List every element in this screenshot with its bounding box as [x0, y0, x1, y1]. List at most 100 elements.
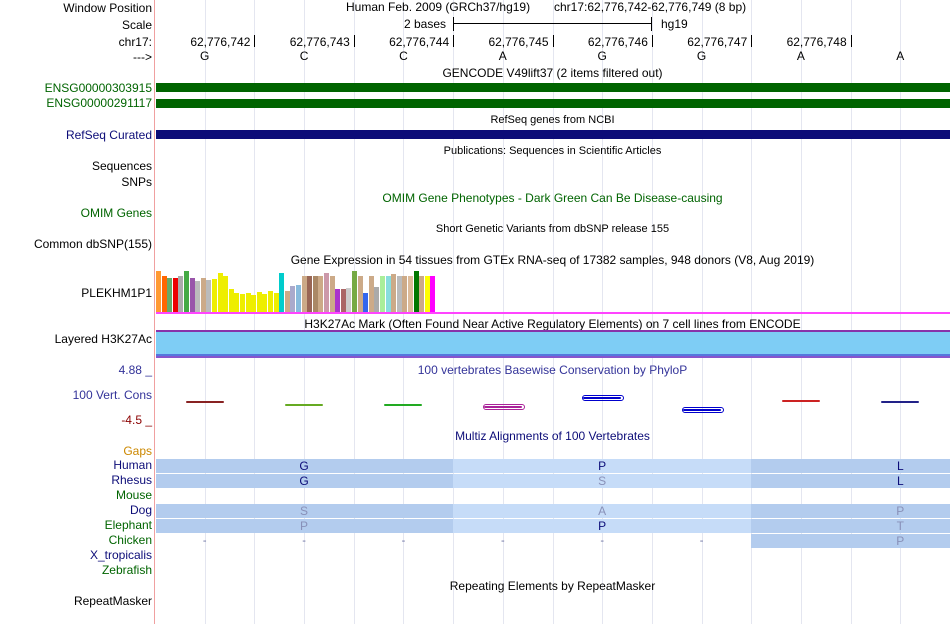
gtex-tissue-bar[interactable] [251, 295, 257, 312]
gtex-tissue-bar[interactable] [352, 271, 357, 312]
gtex-tissue-bar[interactable] [318, 276, 324, 312]
position-readout[interactable]: chr17:62,776,742-62,776,749 (8 bp) [554, 0, 747, 14]
gtex-tissue-bar[interactable] [189, 278, 195, 312]
publications-label[interactable]: Sequences [91, 159, 152, 173]
gtex-tissue-bar[interactable] [329, 276, 335, 312]
gtex-tissue-bar[interactable] [374, 287, 380, 312]
gtex-tissue-bar[interactable] [307, 276, 313, 312]
gtex-tissue-bar[interactable] [279, 273, 285, 312]
gtex-tissue-bar[interactable] [172, 278, 178, 312]
gtex-tissue-bar[interactable] [228, 289, 234, 312]
gtex-gene-label[interactable]: PLEKHM1P1 [81, 286, 152, 300]
gtex-tissue-bar[interactable] [296, 285, 301, 312]
gtex-tissue-bar[interactable] [363, 293, 369, 312]
gtex-tissue-bar[interactable] [430, 276, 436, 312]
gtex-tissue-bar[interactable] [262, 294, 268, 312]
gtex-tissue-bar[interactable] [290, 286, 296, 312]
gtex-tissue-bar[interactable] [346, 288, 352, 312]
species-label[interactable]: Human [113, 458, 152, 472]
species-label[interactable]: Dog [129, 503, 152, 517]
gtex-tissue-bar[interactable] [391, 274, 397, 312]
repeatmasker-label[interactable]: RepeatMasker [73, 594, 152, 608]
gtex-tissue-bar[interactable] [413, 271, 419, 312]
gtex-tissue-bar[interactable] [223, 276, 229, 312]
phylop-score [781, 400, 820, 403]
dbsnp-label[interactable]: Common dbSNP(155) [33, 237, 152, 251]
gtex-tissue-bar[interactable] [245, 293, 251, 312]
gtex-tissue-bar[interactable] [402, 276, 408, 312]
species-label[interactable]: X_tropicalis [89, 548, 152, 562]
species-label[interactable]: Mouse [115, 488, 152, 502]
amino-acid: L [896, 474, 904, 488]
gtex-tissue-bar[interactable] [380, 276, 385, 312]
gencode-item-2-label[interactable]: ENSG00000291117 [46, 96, 152, 110]
phylop-score [881, 401, 920, 404]
gtex-tissue-bar[interactable] [178, 276, 184, 312]
gtex-tissue-bar[interactable] [357, 276, 363, 312]
base-letter: G [200, 49, 210, 63]
gtex-tissue-bar[interactable] [167, 278, 173, 312]
gtex-tissue-bar[interactable] [419, 276, 425, 312]
phylop-label[interactable]: 100 Vert. Cons [72, 388, 152, 402]
refseq-bar[interactable] [156, 130, 950, 139]
gtex-tissue-bar[interactable] [156, 271, 161, 312]
refseq-label[interactable]: RefSeq Curated [65, 128, 152, 142]
phylop-score [682, 409, 721, 412]
gtex-tissue-bar[interactable] [240, 294, 245, 312]
gtex-bar-chart[interactable] [156, 270, 556, 312]
gtex-tissue-bar[interactable] [195, 281, 201, 312]
h3k27ac-signal[interactable] [156, 332, 950, 354]
gtex-tissue-bar[interactable] [161, 276, 167, 312]
h3k27ac-layer-a [156, 354, 950, 356]
gap-dash: - [500, 535, 505, 547]
coordinate-tick [651, 35, 653, 47]
h3k27ac-label[interactable]: Layered H3K27Ac [54, 332, 152, 346]
snps-label[interactable]: SNPs [121, 175, 152, 189]
gaps-label[interactable]: Gaps [123, 444, 152, 458]
gtex-tissue-bar[interactable] [424, 276, 430, 312]
refseq-title: RefSeq genes from NCBI [490, 114, 615, 126]
phylop-max-label: 4.88 _ [118, 363, 152, 377]
gtex-tissue-bar[interactable] [234, 293, 240, 312]
gtex-tissue-bar[interactable] [217, 273, 223, 312]
phylop-score [583, 396, 622, 399]
h3k27ac-top-edge [156, 330, 950, 332]
species-label[interactable]: Rhesus [111, 473, 152, 487]
gtex-tissue-bar[interactable] [301, 276, 307, 312]
species-label[interactable]: Zebrafish [101, 563, 152, 577]
gtex-tissue-bar[interactable] [324, 273, 329, 312]
coordinate-tick [552, 35, 554, 47]
gtex-tissue-bar[interactable] [212, 279, 217, 312]
gtex-tissue-bar[interactable] [200, 278, 206, 312]
gtex-tissue-bar[interactable] [385, 276, 391, 312]
omim-label[interactable]: OMIM Genes [80, 206, 152, 220]
gencode-item-1-bar[interactable] [156, 83, 950, 92]
repeatmasker-title: Repeating Elements by RepeatMasker [449, 579, 656, 593]
species-label[interactable]: Elephant [104, 518, 152, 532]
base-letter: C [299, 49, 309, 63]
coordinate-label: 62,776,743 [289, 35, 350, 49]
gencode-item-2-bar[interactable] [156, 99, 950, 108]
gtex-tissue-bar[interactable] [368, 276, 374, 312]
gtex-tissue-bar[interactable] [273, 293, 279, 312]
amino-acid: P [598, 519, 607, 533]
base-letter: A [796, 49, 805, 63]
amino-acid: L [896, 459, 904, 473]
gtex-tissue-bar[interactable] [340, 289, 346, 312]
gtex-tissue-bar[interactable] [284, 291, 290, 312]
gencode-title: GENCODE V49lift37 (2 items filtered out) [442, 66, 663, 80]
gtex-tissue-bar[interactable] [408, 276, 413, 312]
gencode-item-1-label[interactable]: ENSG00000303915 [44, 81, 152, 95]
amino-acid: T [896, 519, 904, 533]
alignment-block [453, 519, 752, 533]
gtex-tissue-bar[interactable] [206, 280, 212, 312]
coordinate-tick [850, 35, 852, 47]
gtex-tissue-bar[interactable] [256, 292, 262, 312]
gtex-tissue-bar[interactable] [312, 276, 318, 312]
gtex-tissue-bar[interactable] [335, 289, 341, 312]
gtex-tissue-bar[interactable] [268, 291, 273, 312]
gtex-tissue-bar[interactable] [184, 271, 189, 312]
alignment-block [453, 459, 752, 473]
species-label[interactable]: Chicken [108, 533, 152, 547]
gtex-tissue-bar[interactable] [396, 276, 402, 312]
